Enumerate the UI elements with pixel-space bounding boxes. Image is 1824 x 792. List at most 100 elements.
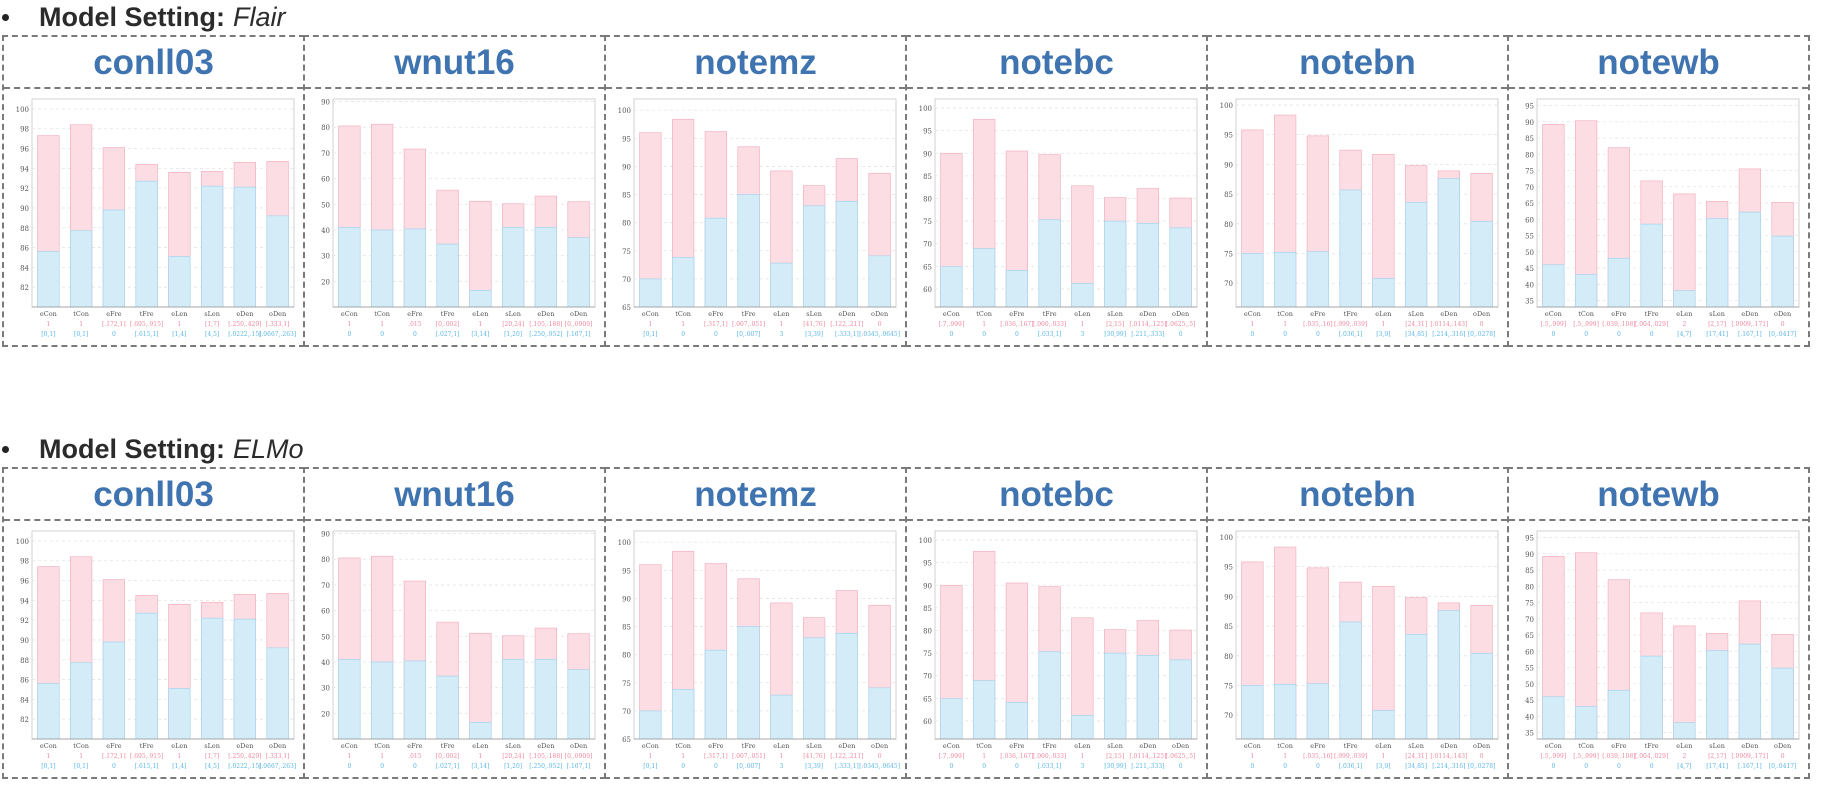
x-tick-label: oDen [1774,310,1791,318]
bar-upper [1673,193,1696,308]
x-tick-label: eFre [407,310,422,318]
bucket-range-label: 1 [982,753,986,760]
x-tick-label: eCon [642,310,659,318]
x-tick-label: eFre [106,742,121,750]
bucket-range-label: [0,.0278] [1468,763,1496,770]
bucket-range-label: [.0667,.263] [259,763,296,770]
y-tick-label: 35 [1525,298,1534,306]
y-tick-label: 75 [1525,168,1534,176]
x-tick-label: eCon [341,742,358,750]
bar-lower [1005,702,1028,740]
bucket-range-label: [17,41] [1706,763,1728,770]
bucket-range-label: [.122,.211] [830,321,863,328]
y-tick-label: 60 [923,718,932,726]
x-tick-label: eCon [943,742,960,750]
bucket-range-label: [3,9] [1376,763,1390,770]
y-tick-label: 95 [1525,103,1534,111]
bar-lower [1372,278,1395,308]
x-tick-label: sLen [1709,310,1725,318]
bucket-range-label: 0 [714,763,718,770]
bucket-range-label: 0 [1650,331,1654,338]
bucket-range-label: [.695,.915] [130,321,163,328]
bucket-range-label: [.7,.999] [939,321,965,328]
bucket-range-label: [3,9] [1376,331,1390,338]
x-tick-label: oDen [1172,310,1189,318]
y-tick-label: 80 [321,556,330,564]
bucket-range-label: [.0114,.143] [1430,321,1467,328]
bucket-range-label: [2,15] [1106,753,1124,760]
y-tick-label: 80 [1525,151,1534,159]
y-tick-label: 50 [1525,681,1534,689]
bucket-range-label: [0,.0909] [565,321,593,328]
panel-divider [1208,519,1507,521]
bucket-range-label: 1 [1283,753,1287,760]
section-model-name: ELMo [232,433,304,464]
y-tick-label: 82 [20,716,29,724]
bar-lower [1372,710,1395,740]
x-tick-label: tCon [976,310,992,318]
dataset-title: notebc [999,43,1114,82]
x-tick-label: sLen [806,310,822,318]
bucket-range-label: [.214,.316] [1432,331,1465,338]
bucket-range-label: 1 [681,753,685,760]
bucket-range-label: 2 [1682,753,1686,760]
bucket-range-label: [30,99] [1104,331,1126,338]
bullet-icon [2,445,9,453]
bar-lower [567,669,590,740]
x-tick-label: eLen [773,742,789,750]
y-tick-label: 90 [923,150,932,158]
bucket-range-label: [.250,.952] [529,331,562,338]
bar-lower [737,626,760,740]
x-tick-label: tCon [73,742,89,750]
bucket-range-label: .015 [408,753,422,760]
bucket-range-label: [.7,.999] [939,753,965,760]
x-tick-label: eFre [708,742,723,750]
bucket-range-label: [0,1] [643,331,657,338]
x-tick-label: oDen [1473,310,1490,318]
bucket-range-label: [.0909,.171] [1731,753,1768,760]
bucket-range-label: [.615,1] [135,331,159,338]
y-tick-label: 96 [20,578,29,586]
bucket-range-label: [.333,1] [835,763,859,770]
bucket-range-label: [.0114,.125] [1129,321,1166,328]
y-tick-label: 65 [923,695,932,703]
bar-lower [1339,189,1362,308]
bar-lower [1575,706,1598,740]
bucket-range-label: [.036,1] [1339,331,1363,338]
x-tick-label: eDen [1741,310,1758,318]
bar-lower [135,180,158,308]
bar-lower [672,257,695,308]
y-tick-label: 85 [622,624,631,632]
bar-lower [803,637,826,740]
bar-lower [338,659,361,740]
x-tick-label: sLen [1408,742,1424,750]
bucket-range-label: 0 [380,331,384,338]
chart-panel: notewb 35 40 45 50 55 60 65 70 75 80 85 90 95 eCon [.5,… [1507,35,1810,347]
bar-lower [436,243,459,308]
y-tick-label: 80 [923,195,932,203]
y-tick-label: 75 [923,218,932,226]
x-tick-label: tCon [675,310,691,318]
bucket-range-label: [.167,1] [1738,331,1762,338]
x-tick-label: eDen [838,742,855,750]
y-tick-label: 60 [1525,648,1534,656]
bucket-range-label: [0,.0909] [565,753,593,760]
y-tick-label: 94 [20,597,29,605]
bucket-range-label: 1 [1250,753,1254,760]
bucket-range-label: [0,.0278] [1468,331,1496,338]
bar-lower [1470,653,1493,740]
bar-lower [469,722,492,740]
bucket-range-label: 0 [1250,763,1254,770]
bucket-range-label: [0,1] [643,763,657,770]
x-tick-label: sLen [1709,742,1725,750]
bucket-range-label: [.036,.167] [1000,753,1033,760]
bucket-range-label: 0 [982,763,986,770]
y-tick-label: 65 [622,304,631,312]
bucket-range-label: [.211,.333] [1131,331,1164,338]
y-tick-label: 86 [20,245,29,253]
bar-lower [1104,220,1127,308]
bucket-range-label: 1 [46,321,50,328]
y-tick-label: 100 [919,537,932,545]
chart-panels: conll03 82 84 86 88 90 92 94 96 98 100 eCon 1 [0,1] tC… [2,467,1820,779]
bucket-range-label: [3,14] [471,331,489,338]
